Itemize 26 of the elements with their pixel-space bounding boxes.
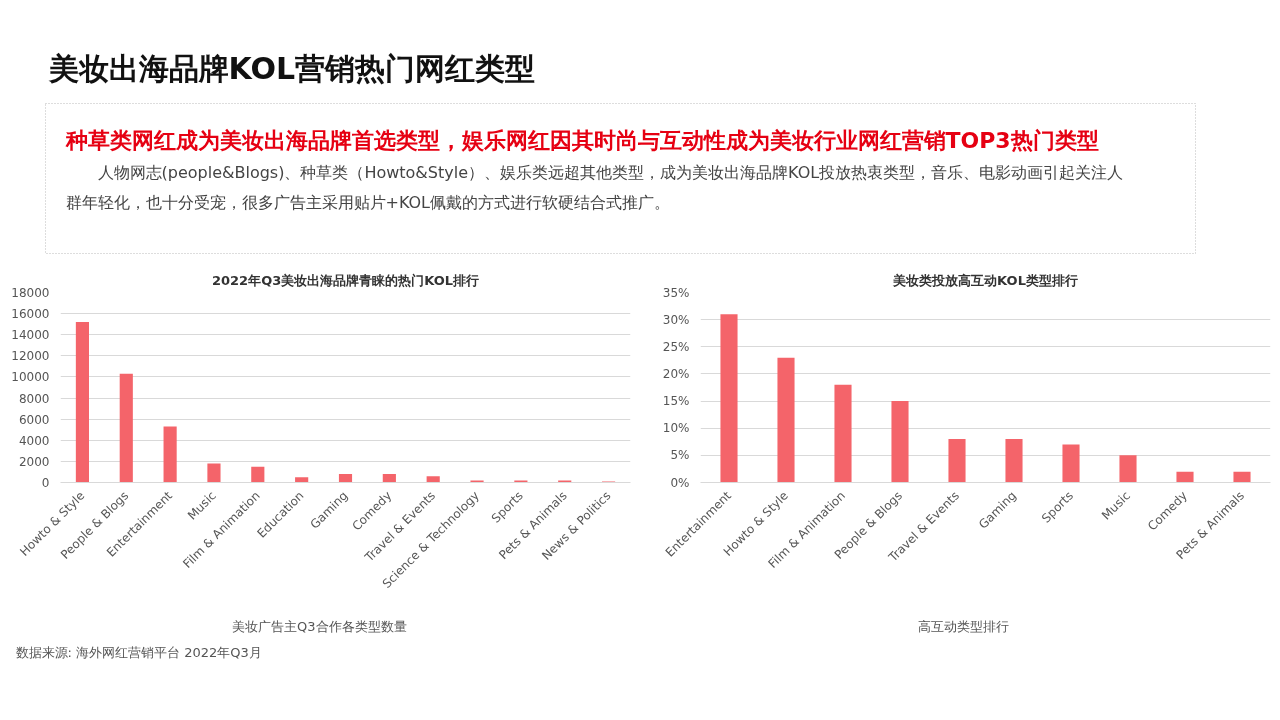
text: 美妆出海品牌KOL营销热门网红类型 [47,51,536,86]
y-tick-label: 4000 [18,433,50,448]
text: 人物网志(people&Blogs)、种草类（Howto&Style）、娱乐类远超其他类型，成为美妆出海品牌KOL投放热衷类型，音乐、电影动画引起关注人群年轻化，也十分受宠，很多广告主采用贴片+KOL佩戴的方式进行软硬结合式推广。 [65,163,1124,212]
text: 美妆广告主Q3合作各类型数量 [232,618,407,636]
y-tick-label: 25% [662,339,690,354]
chart-title: 美妆类投放高互动KOL类型排行 [892,272,1078,288]
y-tick-label: 2000 [18,454,50,469]
y-tick-label: 20% [662,366,690,381]
y-tick-label: 30% [662,312,690,327]
chart-title: 2022年Q3美妆出海品牌青睐的热门KOL排行 [211,272,480,288]
y-tick-label: 8000 [18,391,50,406]
y-tick-label: 0 [41,476,50,490]
y-tick-label: 5% [670,448,690,463]
y-tick-label: 15% [662,394,690,409]
y-tick-label: 12000 [11,349,50,364]
y-tick-label: 6000 [18,412,50,427]
y-tick-label: 35% [662,285,690,300]
y-tick-label: 18000 [11,286,50,300]
y-tick-label: 10% [662,421,690,436]
y-tick-label: 10000 [11,370,50,385]
text: 高互动类型排行 [917,618,1009,636]
source-note: 数据来源: 海外网红营销平台 2022年Q3月 [15,645,262,660]
text: 种草类网红成为美妆出海品牌首选类型，娱乐网红因其时尚与互动性成为美妆行业网红营销TOP3热门类型 [64,128,1099,153]
y-tick-label: 16000 [11,307,50,322]
y-tick-label: 14000 [11,328,50,343]
y-tick-label: 0% [670,475,690,490]
